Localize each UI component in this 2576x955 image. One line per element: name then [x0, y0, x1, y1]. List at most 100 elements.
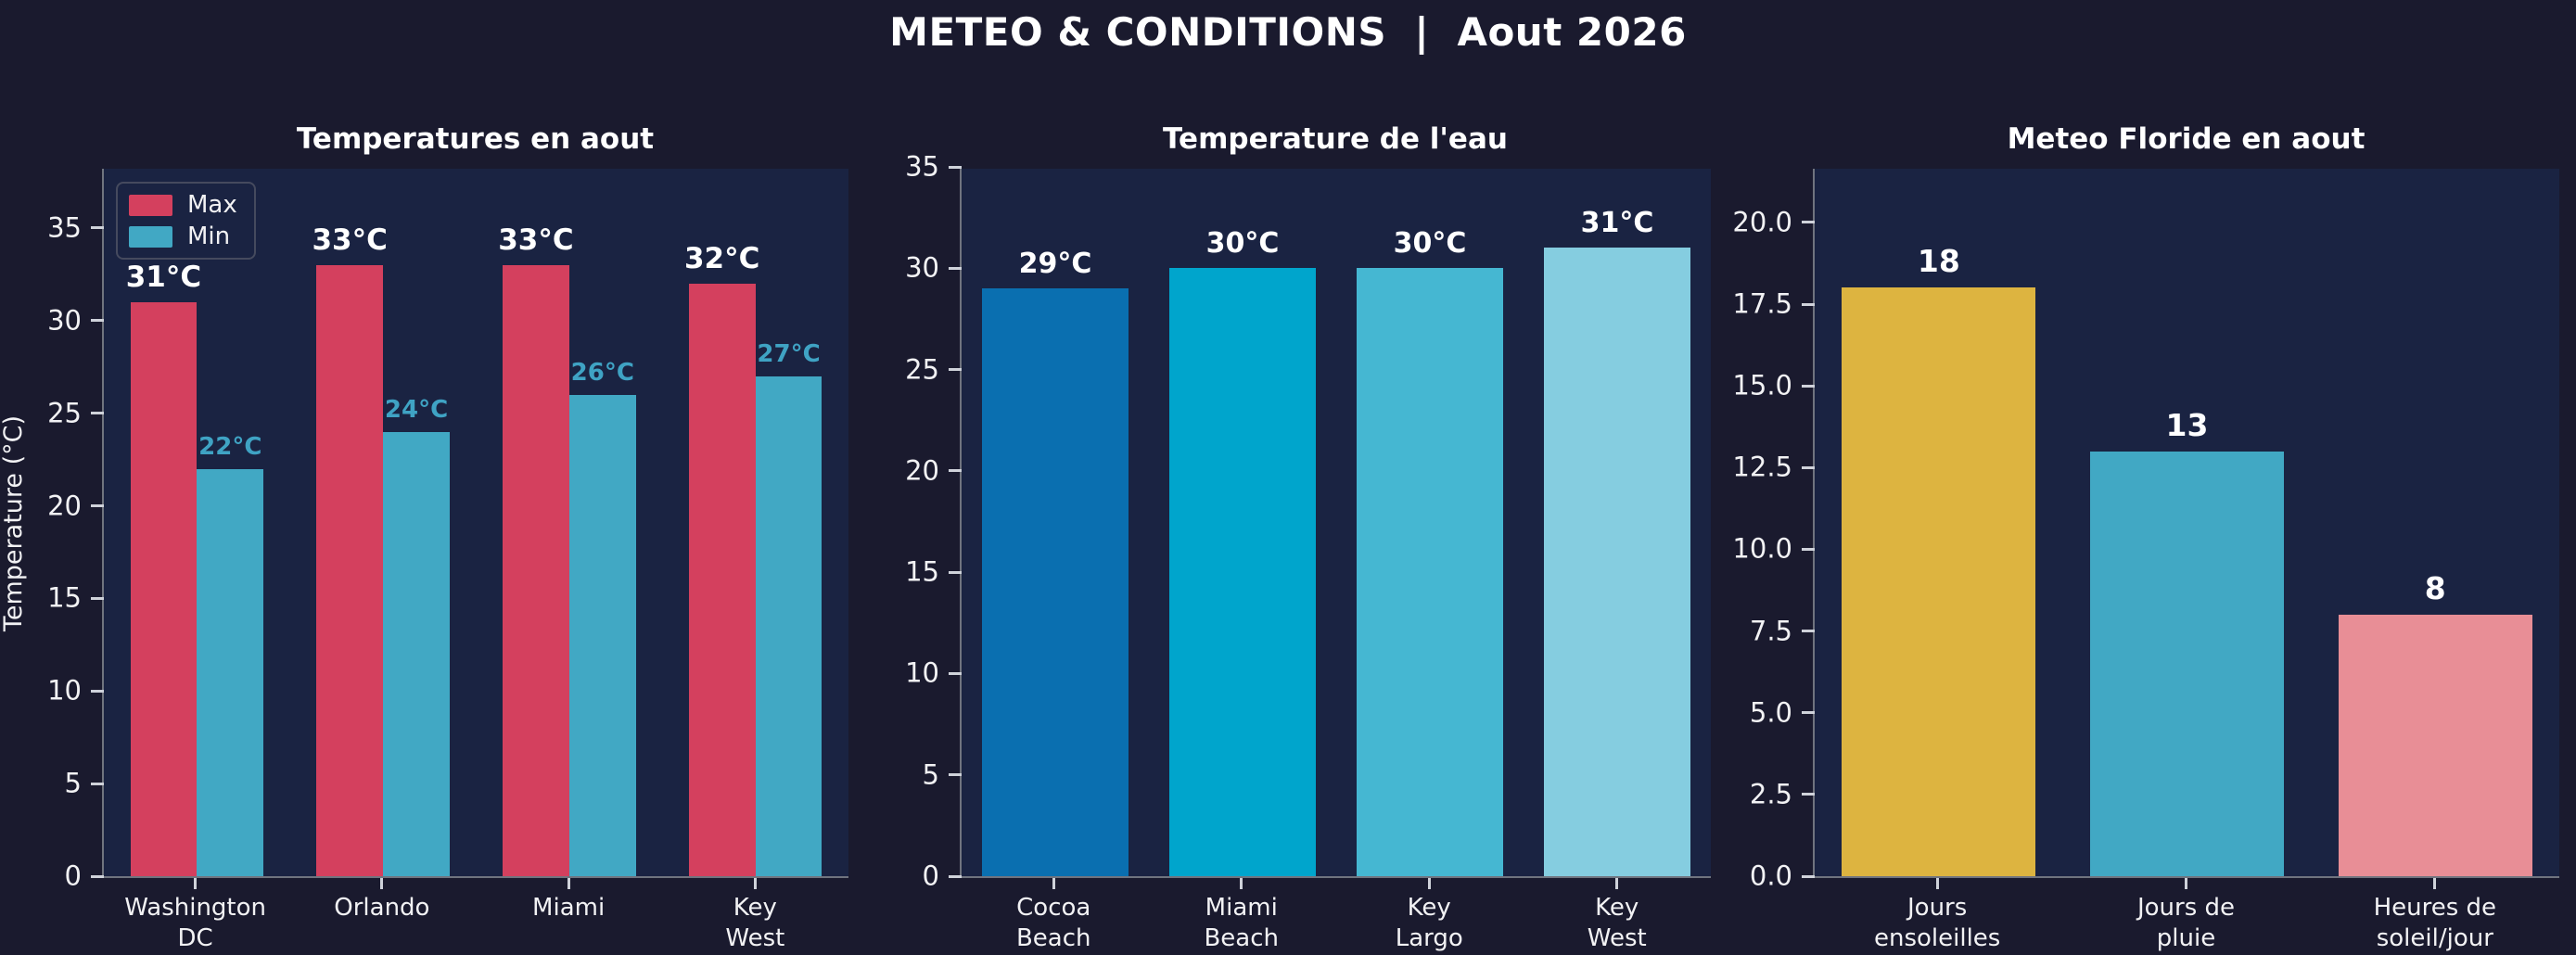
category-slot: 13: [2063, 169, 2312, 876]
y-tick-label: 15: [905, 555, 939, 588]
x-tick-mark: [1240, 878, 1243, 889]
x-label-slot: Key Largo: [1335, 893, 1524, 953]
y-tick-mark: [91, 689, 104, 693]
y-tick-mark: [91, 412, 104, 415]
bar-value-label: 18: [1917, 243, 1960, 280]
chart-title: Temperatures en aout: [296, 122, 655, 156]
x-tick-mark: [2433, 878, 2437, 889]
x-tick-slot: [1524, 878, 1712, 889]
x-tick-mark: [194, 878, 198, 889]
legend-label-max: Max: [187, 191, 237, 219]
y-tick-mark: [1802, 874, 1815, 878]
y-tick-label: 35: [905, 150, 939, 183]
y-axis-label: Temperature (°C): [0, 414, 29, 632]
bar-key-west-min: 27°C: [755, 340, 823, 876]
y-tick-label: 0: [64, 860, 82, 892]
x-tick-mark: [380, 878, 384, 889]
legend-entry-max: Max: [129, 193, 237, 217]
legend-entry-min: Min: [129, 224, 237, 248]
x-ticks: [960, 878, 1711, 889]
x-tick-label: Orlando: [334, 894, 430, 922]
bar-value-label: 30°C: [1205, 227, 1280, 261]
y-tick-label: 12.5: [1732, 451, 1792, 483]
y-tick-mark: [1802, 711, 1815, 715]
y-tick-mark: [1802, 465, 1815, 469]
x-label-slot: Key West: [1524, 893, 1712, 953]
x-tick-label: Washington DC: [124, 894, 267, 952]
y-tick-label: 10.0: [1732, 532, 1792, 565]
x-tick-mark: [567, 878, 570, 889]
x-ticks: [1813, 878, 2559, 889]
x-tick-slot: [288, 878, 475, 889]
bar-value-label: 33°C: [498, 223, 574, 257]
y-tick-label: 2.5: [1749, 778, 1792, 810]
x-label-slot: Miami Beach: [1148, 893, 1336, 953]
bar-cocoa-beach: 29°C: [982, 248, 1129, 876]
legend-swatch-max: [129, 194, 172, 216]
x-tick-mark: [1615, 878, 1619, 889]
bar-orlando-max: 33°C: [312, 223, 388, 876]
x-tick-label: Miami Beach: [1204, 894, 1280, 952]
chart-temperatures-aout: Temperatures en aout Max Min 31°C 22°C 33°…: [0, 109, 909, 953]
bar-washington-dc-max: 31°C: [126, 261, 201, 876]
charts-row: Temperatures en aout Max Min 31°C 22°C 33°…: [0, 109, 2576, 953]
y-tick-mark: [91, 874, 104, 878]
bar-heures-de-soleil-jour: 8: [2338, 570, 2532, 876]
bar-key-largo: 30°C: [1357, 227, 1503, 876]
bar-value-label: 24°C: [384, 395, 449, 424]
plot-area: 29°C 30°C 30°C 31°C 0 5 10 15 20 25 30 35: [905, 153, 1711, 889]
y-tick-label: 20.0: [1732, 206, 1792, 238]
x-tick-label: Key Largo: [1395, 894, 1463, 952]
y-tick-mark: [949, 266, 962, 270]
bar-value-label: 26°C: [570, 358, 634, 387]
x-label-slot: Cocoa Beach: [960, 893, 1148, 953]
y-tick-mark: [949, 165, 962, 169]
bar-jours-de-pluie: 13: [2090, 407, 2284, 876]
x-label-slot: Jours de pluie: [2061, 893, 2310, 953]
x-label-slot: Washington DC: [102, 893, 288, 953]
x-tick-mark: [2184, 878, 2187, 889]
x-label-slot: Heures de soleil/jour: [2311, 893, 2559, 953]
bar-value-label: 31°C: [125, 260, 202, 294]
y-tick-mark: [949, 469, 962, 473]
y-tick-mark: [91, 226, 104, 230]
chart-meteo-floride: Meteo Floride en aout 18 13 8 0.0 2.5 5.0 7.5…: [1732, 109, 2576, 953]
x-tick-slot: [2061, 878, 2310, 889]
chart-title: Temperature de l'eau: [1163, 122, 1508, 156]
y-tick-label: 7.5: [1749, 615, 1792, 647]
y-tick-mark: [949, 671, 962, 675]
x-tick-slot: [662, 878, 848, 889]
plot-area: 18 13 8 0.0 2.5 5.0 7.5 10.0 12.5 15.0 17.5 20.0: [1732, 169, 2559, 889]
y-tick-mark: [949, 874, 962, 878]
y-tick-label: 35: [47, 211, 82, 244]
y-tick-label: 10: [47, 674, 82, 707]
y-tick-label: 17.5: [1732, 287, 1792, 320]
bar-key-west-max: 32°C: [684, 242, 759, 876]
x-tick-mark: [1052, 878, 1055, 889]
category-slot: 29°C: [962, 169, 1149, 876]
y-tick-label: 5.0: [1749, 696, 1792, 729]
y-tick-label: 25: [47, 397, 82, 429]
x-labels: Washington DC Orlando Miami Key West: [102, 893, 848, 953]
bar-value-label: 13: [2165, 406, 2209, 443]
y-tick-mark: [91, 782, 104, 785]
category-slot: 33°C 26°C: [477, 169, 663, 876]
chart-title: Meteo Floride en aout: [2007, 122, 2366, 156]
x-tick-label: Jours de pluie: [2136, 894, 2236, 952]
bar-value-label: 8: [2424, 569, 2446, 606]
x-label-slot: Miami: [476, 893, 662, 923]
y-tick-label: 5: [922, 758, 939, 791]
legend-swatch-min: [129, 225, 172, 248]
y-tick-mark: [91, 319, 104, 323]
y-tick-mark: [949, 570, 962, 574]
y-tick-mark: [1802, 630, 1815, 633]
y-tick-label: 20: [905, 454, 939, 487]
x-tick-mark: [1935, 878, 1939, 889]
legend-label-min: Min: [187, 223, 231, 250]
x-tick-slot: [960, 878, 1148, 889]
y-tick-mark: [1802, 547, 1815, 551]
y-tick-mark: [949, 368, 962, 372]
y-tick-label: 30: [905, 251, 939, 284]
bar-miami-max: 33°C: [498, 223, 574, 876]
